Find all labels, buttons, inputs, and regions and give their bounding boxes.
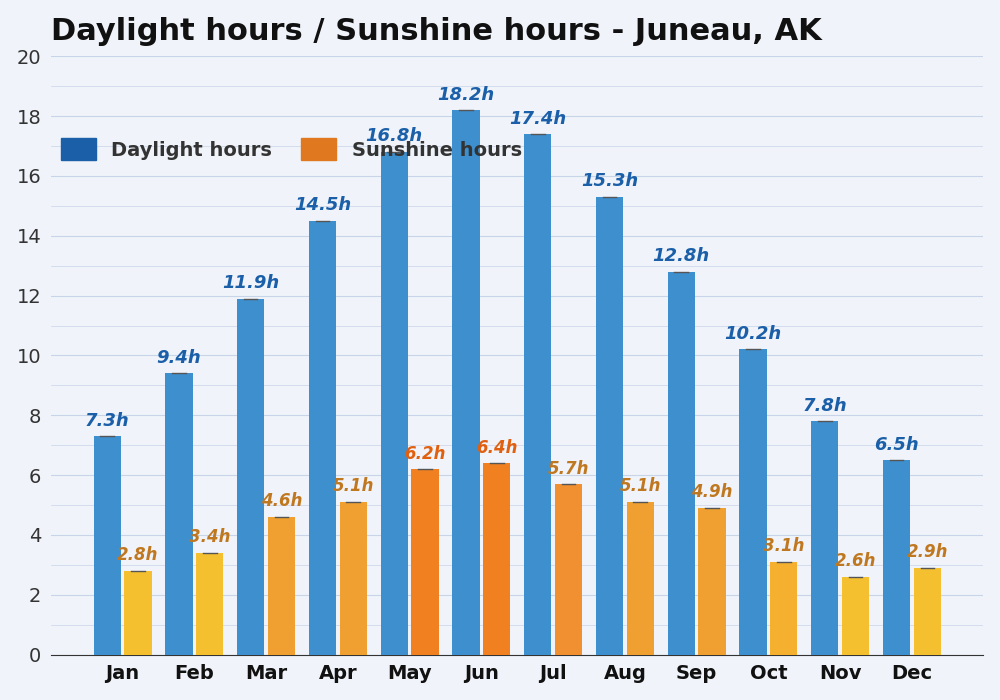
Text: 7.8h: 7.8h [802,397,847,414]
Bar [627,502,654,654]
Bar [196,553,223,654]
Bar [124,571,152,654]
Bar [668,272,695,654]
Text: 6.4h: 6.4h [476,439,518,456]
Bar [555,484,582,654]
Bar [268,517,295,654]
Text: 11.9h: 11.9h [222,274,279,292]
Bar [94,436,121,654]
Bar [914,568,941,654]
Text: 2.6h: 2.6h [835,552,876,570]
Text: 18.2h: 18.2h [437,85,495,104]
Text: 9.4h: 9.4h [157,349,201,367]
Bar [381,152,408,655]
Text: 15.3h: 15.3h [581,172,638,190]
Bar [770,562,797,654]
Bar [524,134,551,654]
Bar [698,508,726,654]
Text: 12.8h: 12.8h [653,247,710,265]
Bar [883,460,910,654]
Bar [811,421,838,654]
Text: 10.2h: 10.2h [724,325,782,343]
Text: 4.9h: 4.9h [691,484,733,501]
Text: 6.2h: 6.2h [404,444,446,463]
Text: 3.4h: 3.4h [189,528,231,546]
Text: 5.1h: 5.1h [620,477,661,496]
Bar [452,110,480,654]
Text: 2.9h: 2.9h [907,543,948,561]
Bar [483,463,510,654]
Text: 3.1h: 3.1h [763,538,805,555]
Text: 6.5h: 6.5h [874,435,919,454]
Bar [165,373,193,654]
Bar [739,349,767,654]
Text: 5.7h: 5.7h [548,459,589,477]
Bar [309,221,336,654]
Text: 16.8h: 16.8h [366,127,423,146]
Text: 5.1h: 5.1h [333,477,374,496]
Bar [237,299,264,654]
Bar [842,577,869,654]
Text: 4.6h: 4.6h [261,492,302,510]
Text: 17.4h: 17.4h [509,109,566,127]
Bar [596,197,623,654]
Bar [411,469,439,654]
Text: Daylight hours / Sunshine hours - Juneau, AK: Daylight hours / Sunshine hours - Juneau… [51,17,822,46]
Legend: Daylight hours, Sunshine hours: Daylight hours, Sunshine hours [61,138,522,160]
Bar [340,502,367,654]
Text: 7.3h: 7.3h [85,412,130,430]
Text: 2.8h: 2.8h [117,546,159,564]
Text: 14.5h: 14.5h [294,196,351,214]
